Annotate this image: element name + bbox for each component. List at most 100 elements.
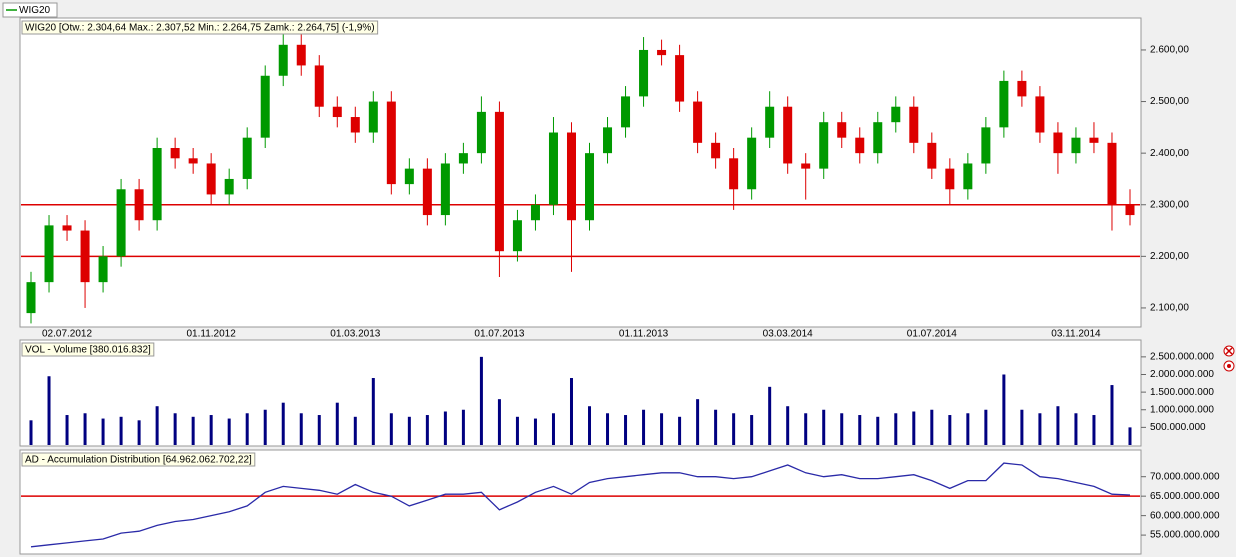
candle-body bbox=[909, 106, 919, 143]
y-tick-label: 60.000.000.000 bbox=[1150, 510, 1220, 521]
bar bbox=[642, 409, 646, 445]
candle-body bbox=[224, 178, 234, 195]
candle-body bbox=[566, 132, 576, 221]
bar bbox=[1056, 406, 1060, 445]
bar bbox=[155, 406, 159, 445]
candle-body bbox=[422, 168, 432, 216]
candle-body bbox=[278, 44, 288, 76]
candle-body bbox=[1125, 204, 1135, 216]
candle-body bbox=[999, 80, 1009, 128]
candle-body bbox=[873, 122, 883, 154]
y-tick-label: 500.000.000 bbox=[1150, 422, 1206, 433]
candle-body bbox=[404, 168, 414, 185]
bar bbox=[858, 415, 862, 445]
bar bbox=[209, 415, 213, 445]
candle-body bbox=[440, 163, 450, 216]
bar bbox=[443, 411, 447, 445]
bar bbox=[696, 399, 700, 445]
candle-body bbox=[1071, 137, 1081, 154]
bar bbox=[389, 413, 393, 445]
settings-icon[interactable] bbox=[1223, 360, 1235, 372]
candle-body bbox=[729, 158, 739, 190]
bar bbox=[1092, 415, 1096, 445]
candle-body bbox=[332, 106, 342, 118]
candle-body bbox=[62, 225, 72, 231]
bar bbox=[83, 413, 87, 445]
bar bbox=[660, 413, 664, 445]
panel-title-box bbox=[21, 452, 256, 467]
panel-title-text: WIG20 [Otw.: 2.304,64 Max.: 2.307,52 Min… bbox=[25, 23, 375, 34]
bar bbox=[137, 420, 141, 445]
candle-body bbox=[981, 127, 991, 164]
bar bbox=[588, 406, 592, 445]
candle-body bbox=[927, 142, 937, 169]
bar bbox=[47, 376, 51, 445]
bar bbox=[299, 413, 303, 445]
bar bbox=[606, 413, 610, 445]
bar bbox=[29, 420, 33, 445]
bar bbox=[894, 413, 898, 445]
candle-body bbox=[188, 158, 198, 164]
candle-body bbox=[1089, 137, 1099, 143]
bar bbox=[876, 416, 880, 445]
candle-body bbox=[639, 49, 649, 97]
candle-body bbox=[855, 137, 865, 154]
y-tick-label: 2.400,00 bbox=[1150, 148, 1189, 159]
price-panel bbox=[19, 17, 1142, 328]
y-tick-label: 2.000.000.000 bbox=[1150, 369, 1214, 380]
bar bbox=[1110, 385, 1114, 445]
bar bbox=[101, 418, 105, 445]
candle-body bbox=[548, 132, 558, 205]
candle-body bbox=[116, 189, 126, 257]
legend-label: WIG20 bbox=[19, 5, 51, 16]
bar bbox=[1002, 374, 1006, 445]
bar bbox=[912, 411, 916, 445]
candle-body bbox=[314, 65, 324, 107]
candle-body bbox=[152, 147, 162, 221]
candle-body bbox=[80, 230, 90, 283]
bar bbox=[750, 415, 754, 445]
candle-body bbox=[260, 75, 270, 138]
bar bbox=[425, 415, 429, 445]
legend-box bbox=[2, 2, 58, 18]
candle-body bbox=[711, 142, 721, 159]
candle-body bbox=[603, 127, 613, 154]
candle-body bbox=[134, 189, 144, 221]
candle-body bbox=[1053, 132, 1063, 154]
x-tick-label: 01.07.2014 bbox=[907, 329, 957, 340]
bar bbox=[515, 416, 519, 445]
bar bbox=[551, 413, 555, 445]
candle-body bbox=[350, 117, 360, 133]
bar bbox=[984, 409, 988, 445]
candle-body bbox=[963, 163, 973, 190]
bar bbox=[317, 415, 321, 445]
bar bbox=[533, 418, 537, 445]
candle-body bbox=[530, 204, 540, 221]
x-tick-label: 01.11.2012 bbox=[187, 329, 237, 340]
candle-body bbox=[945, 168, 955, 190]
candle-body bbox=[765, 106, 775, 138]
y-tick-label: 2.500,00 bbox=[1150, 96, 1189, 107]
y-tick-label: 70.000.000.000 bbox=[1150, 471, 1220, 482]
bar bbox=[1074, 413, 1078, 445]
bar bbox=[173, 413, 177, 445]
panel-title-text: AD - Accumulation Distribution [64.962.0… bbox=[25, 455, 252, 466]
candle-body bbox=[819, 122, 829, 169]
candle-body bbox=[98, 256, 108, 283]
panel-title-box bbox=[21, 342, 155, 357]
bar bbox=[768, 386, 772, 445]
x-tick-label: 03.11.2014 bbox=[1051, 329, 1101, 340]
bar bbox=[479, 356, 483, 445]
bar bbox=[65, 415, 69, 445]
candle-body bbox=[585, 153, 595, 221]
panel-title: WIG20 [Otw.: 2.304,64 Max.: 2.307,52 Min… bbox=[21, 20, 379, 35]
candle-body bbox=[170, 147, 180, 159]
bar bbox=[822, 409, 826, 445]
candle-body bbox=[837, 122, 847, 138]
y-tick-label: 2.300,00 bbox=[1150, 199, 1189, 210]
y-tick-label: 65.000.000.000 bbox=[1150, 491, 1220, 502]
panel-title: VOL - Volume [380.016.832] bbox=[21, 342, 155, 357]
close-icon[interactable] bbox=[1223, 345, 1235, 357]
candle-body bbox=[368, 101, 378, 133]
candle-body bbox=[747, 137, 757, 190]
